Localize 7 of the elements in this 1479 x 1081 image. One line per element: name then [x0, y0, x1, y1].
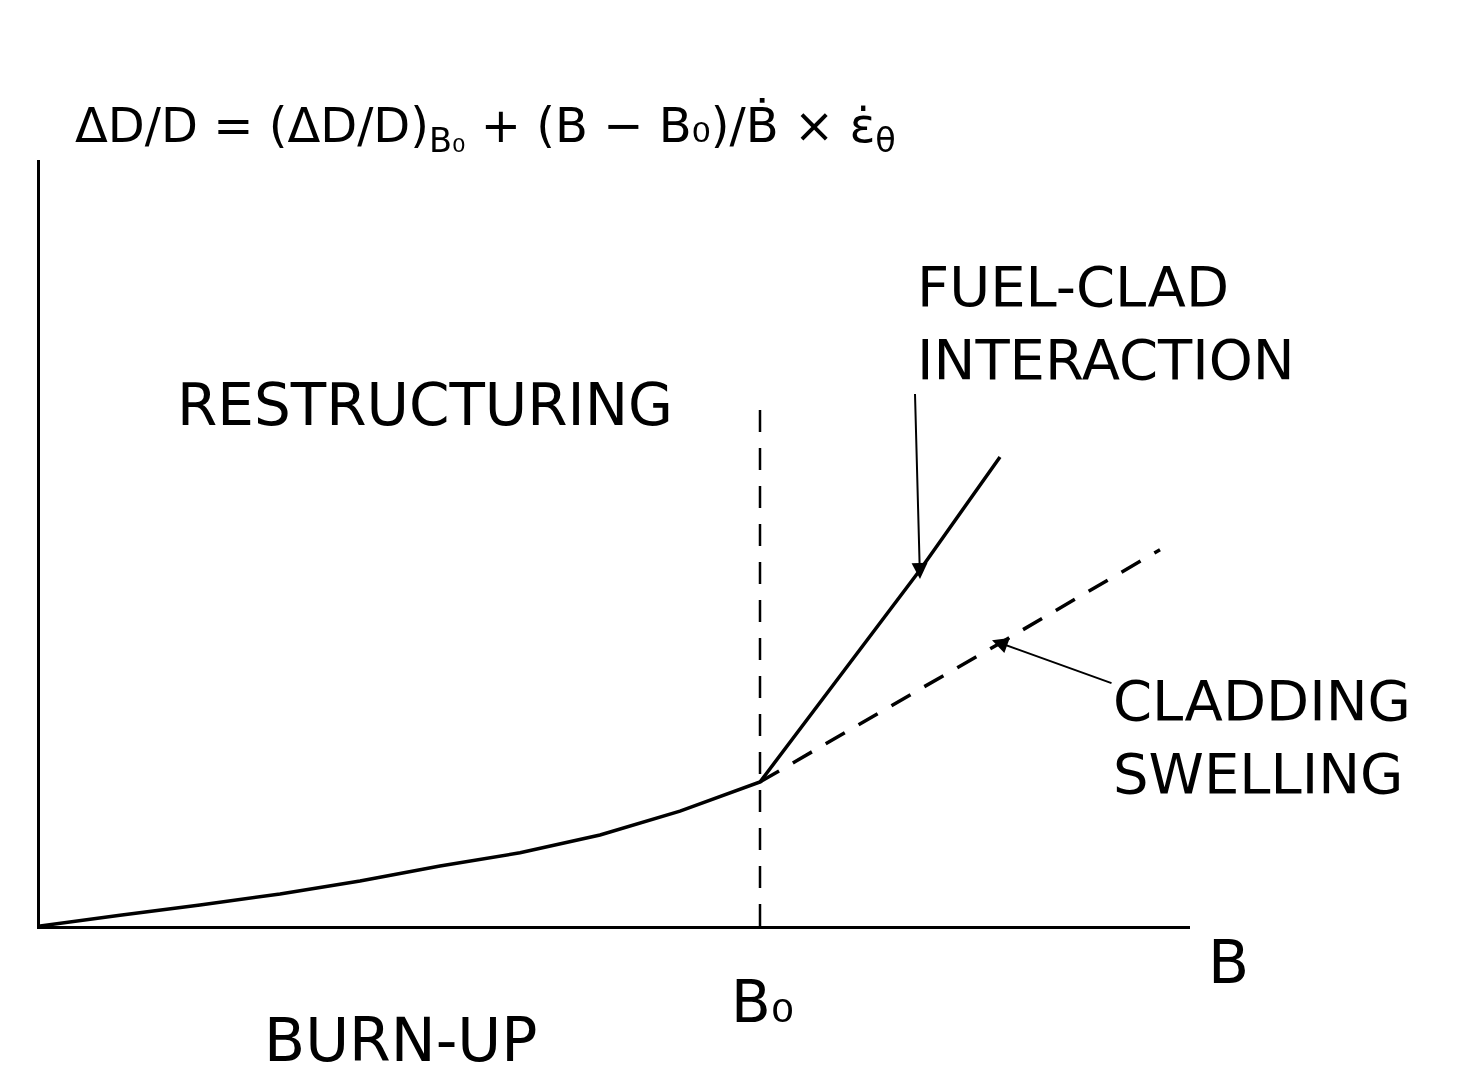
text: RESTRUCTURING — [177, 371, 674, 439]
series-label: FUEL-CLAD INTERACTION — [917, 254, 1295, 392]
text: B₀ — [731, 968, 795, 1036]
series-label: CLADDING SWELLING — [1113, 668, 1411, 806]
x-axis-title: BURN-UP — [264, 1005, 538, 1075]
chart-title: ΔD/D = (ΔD/D)$_{B₀}$ + (B − B₀)/Ḃ × ε̇$_{θ}$ — [75, 96, 896, 160]
text: B — [1208, 927, 1250, 997]
